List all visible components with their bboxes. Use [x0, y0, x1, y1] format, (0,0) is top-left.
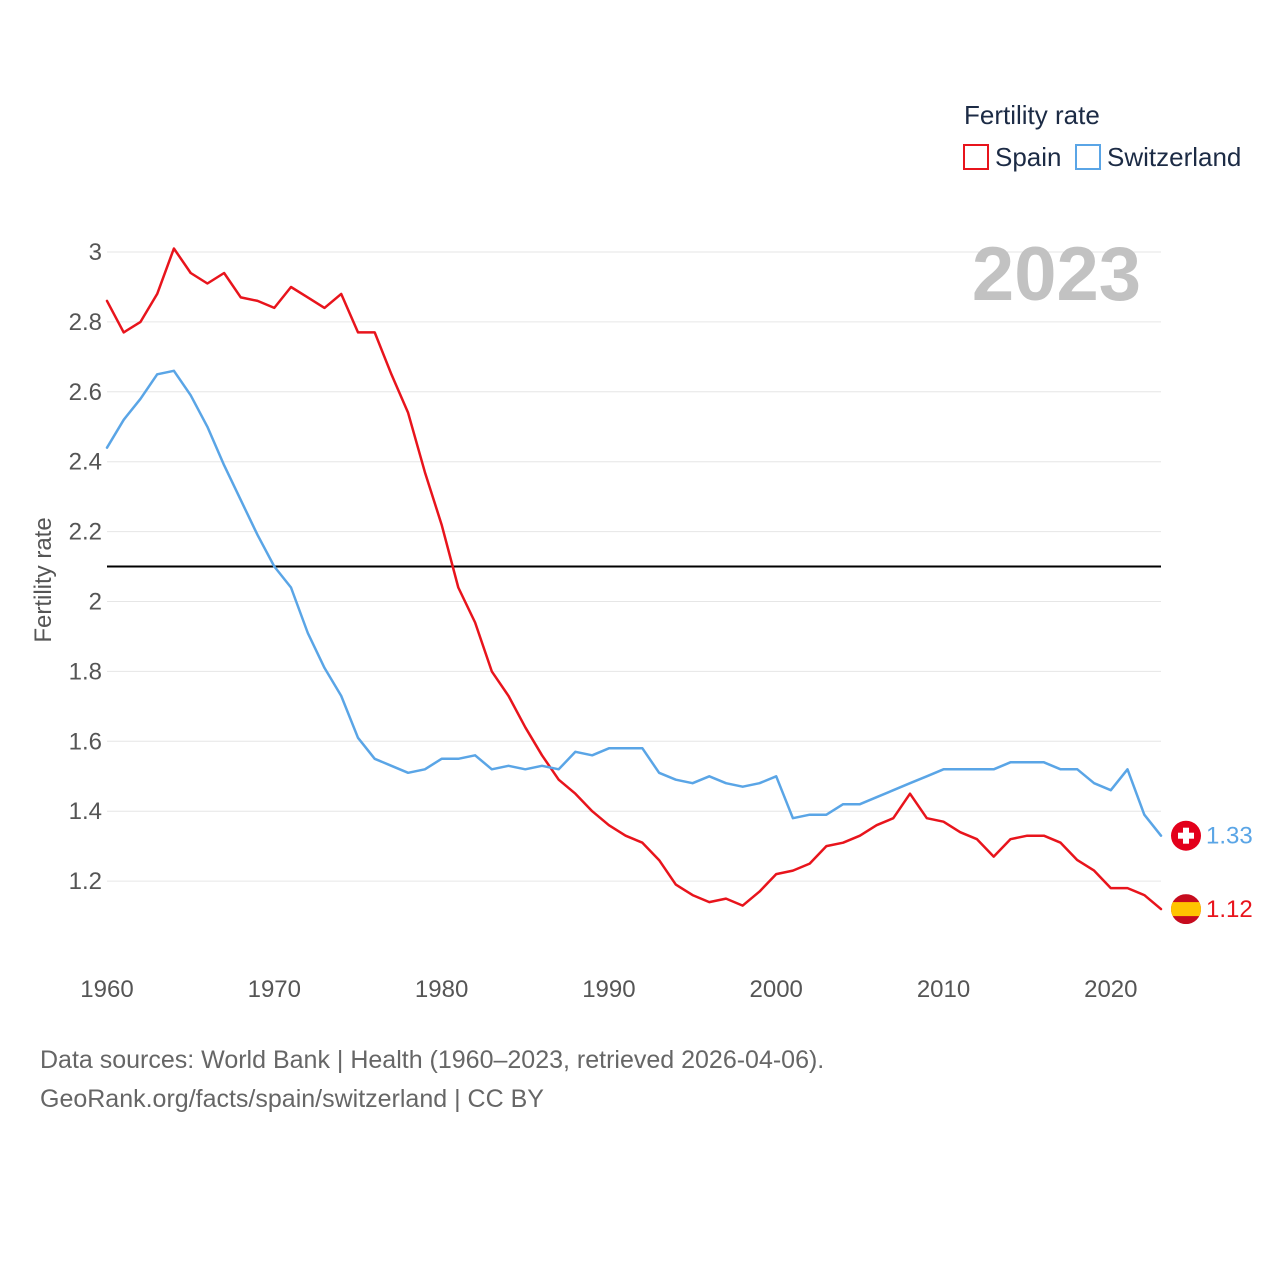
y-tick-label: 3 [89, 239, 102, 266]
spain-flag-icon [1171, 894, 1201, 925]
y-tick-label: 2 [89, 589, 102, 616]
x-tick-label: 2000 [750, 976, 803, 1003]
legend-item-switzerland[interactable]: Switzerland [1075, 142, 1241, 172]
switzerland-end-value: 1.33 [1206, 823, 1253, 850]
fertility-chart: 1.21.41.61.822.22.42.62.83 1960 1970 1980 1… [30, 100, 1253, 1003]
y-tick-label: 2.2 [69, 519, 102, 546]
y-tick-label: 1.2 [69, 868, 102, 895]
x-tick-label: 1960 [80, 976, 133, 1003]
x-tick-label: 1970 [248, 976, 301, 1003]
spain-end-marker: 1.12 [1171, 894, 1253, 925]
x-tick-label: 1990 [582, 976, 635, 1003]
legend-item-spain[interactable]: Spain [963, 142, 1062, 172]
y-tick-label: 2.6 [69, 379, 102, 406]
x-axis-ticks: 1960 1970 1980 1990 2000 2010 2020 [80, 976, 1137, 1003]
y-axis-title: Fertility rate [30, 517, 57, 642]
series-line-switzerland [105, 369, 1163, 837]
legend-swatch-spain [963, 144, 989, 170]
series-lines [105, 247, 1163, 911]
legend: Fertility rate Spain Switzerland [963, 100, 1241, 172]
footer: Data sources: World Bank | Health (1960–… [40, 1041, 824, 1119]
x-tick-label: 2010 [917, 976, 970, 1003]
y-axis-ticks: 1.2 1.4 1.6 1.8 2 2.2 2.4 2.6 2.8 3 [69, 239, 102, 895]
switzerland-flag-icon [1171, 820, 1201, 851]
legend-swatch-switzerland [1075, 144, 1101, 170]
y-tick-label: 1.8 [69, 658, 102, 685]
y-tick-label: 2.4 [69, 449, 102, 476]
legend-title: Fertility rate [964, 100, 1100, 130]
x-tick-label: 2020 [1084, 976, 1137, 1003]
grid-lines [107, 251, 1161, 882]
y-tick-label: 2.8 [69, 309, 102, 336]
year-label: 2023 [972, 232, 1141, 317]
series-line-spain [105, 247, 1163, 911]
data-sources-text: Data sources: World Bank | Health (1960–… [40, 1046, 825, 1074]
x-tick-label: 1980 [415, 976, 468, 1003]
y-tick-label: 1.6 [69, 728, 102, 755]
legend-label-spain: Spain [995, 142, 1062, 172]
source-link[interactable]: GeoRank.org/facts/spain/switzerland | CC… [40, 1085, 544, 1113]
spain-end-value: 1.12 [1206, 896, 1253, 923]
legend-label-switzerland: Switzerland [1107, 142, 1241, 172]
y-tick-label: 1.4 [69, 798, 102, 825]
switzerland-end-marker: 1.33 [1171, 820, 1253, 851]
